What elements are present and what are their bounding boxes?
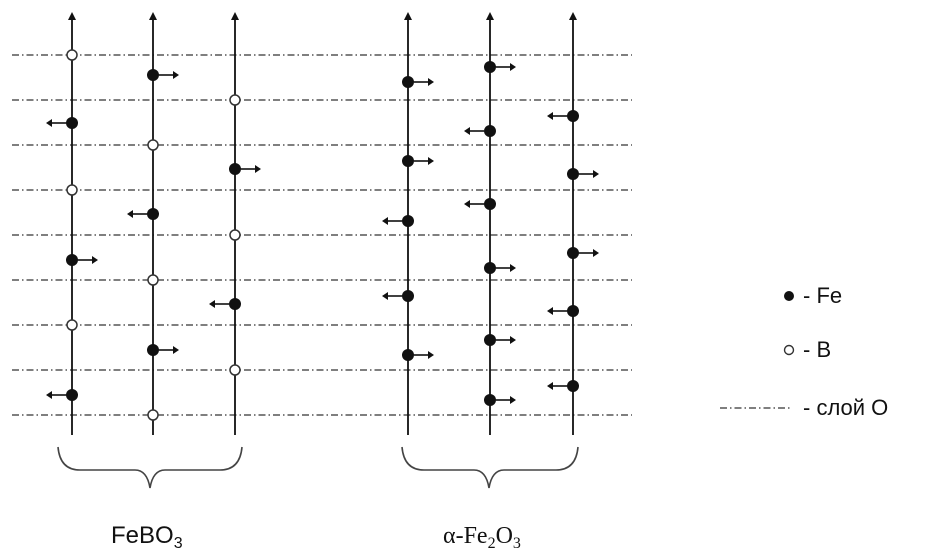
spin-arrow-head [428,78,434,86]
spin-arrow-head [428,351,434,359]
fe-atom [402,290,414,302]
fe-atom [484,61,496,73]
fe-atom [484,394,496,406]
atoms [46,49,599,421]
fe-atom [66,117,78,129]
brace-febo3 [57,446,243,489]
fe-atom [402,76,414,88]
fe-atom [229,298,241,310]
b-atom [66,319,78,331]
spin-arrow-head [255,165,261,173]
fe-atom [147,344,159,356]
b-atom [147,409,159,421]
oxygen-layer-lines [12,54,632,416]
spin-arrow-head [46,119,52,127]
fe-atom [66,254,78,266]
fe-atom [402,155,414,167]
spin-arrow-head [46,391,52,399]
fe-atom [567,380,579,392]
fe-atom [484,262,496,274]
b-atom [147,274,159,286]
fe-atom [484,125,496,137]
spin-arrow-head [510,264,516,272]
spin-arrow-head [593,170,599,178]
fe-atom [147,69,159,81]
fe-atom [567,305,579,317]
fe-atom [229,163,241,175]
legend-b-label: - B [803,337,831,362]
braces [57,446,579,489]
spin-arrow-head [127,210,133,218]
vertical-axes [68,12,577,435]
b-atom [229,364,241,376]
spin-arrow-head [510,336,516,344]
spin-arrow-head [510,63,516,71]
fe-atom [567,168,579,180]
legend-layer-label: - слой O [803,395,888,420]
spin-arrow-head [464,200,470,208]
b-atom [229,229,241,241]
legend-fe-dot [784,291,794,301]
spin-arrow-head [173,346,179,354]
spin-arrow-head [547,112,553,120]
b-atom [66,49,78,61]
legend-fe-label: - Fe [803,283,842,308]
spin-arrow-head [547,382,553,390]
legend-b-dot [783,344,795,356]
spin-arrow-head [510,396,516,404]
fe-atom [66,389,78,401]
spin-arrow-head [92,256,98,264]
fe-atom [484,334,496,346]
b-atom [66,184,78,196]
spin-arrow-head [547,307,553,315]
b-atom [147,139,159,151]
fe-atom [567,247,579,259]
spin-arrow-head [209,300,215,308]
b-atom [229,94,241,106]
fe-atom [484,198,496,210]
fe-atom [567,110,579,122]
spin-arrow-head [464,127,470,135]
spin-arrow-head [173,71,179,79]
legend: - Fe - B - слой O [720,283,888,420]
spin-arrow-head [382,292,388,300]
spin-arrow-head [428,157,434,165]
group-label-fe2o3: α-Fe2O3 [443,523,521,552]
fe-atom [147,208,159,220]
fe-atom [402,215,414,227]
spin-arrow-head [382,217,388,225]
fe-atom [402,349,414,361]
brace-fe2o3 [401,446,579,489]
spin-arrow-head [593,249,599,257]
group-label-febo3: FeBO3 [111,522,183,552]
